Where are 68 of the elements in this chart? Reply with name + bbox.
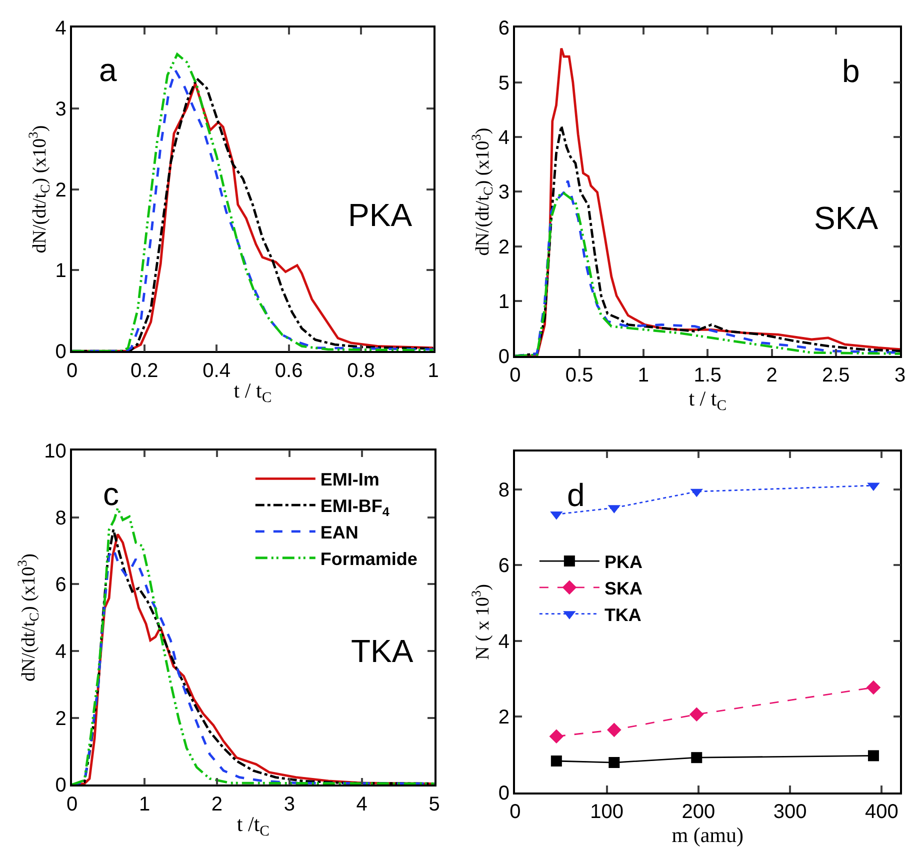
- point: [608, 757, 620, 768]
- x-tick-label: 1: [428, 360, 439, 382]
- y-tick-label: 0: [55, 341, 66, 364]
- y-tick-label: 8: [55, 507, 66, 530]
- x-tick-label: 2.5: [822, 364, 850, 387]
- y-tick-label: 0: [55, 774, 66, 797]
- y-tick-label: 6: [498, 18, 510, 40]
- text: a: [99, 52, 117, 88]
- x-tick-label: 0.8: [347, 360, 375, 382]
- legend-label: EAN: [320, 522, 358, 542]
- x-tick-label: 1: [638, 364, 650, 387]
- y-tick-label: 3: [55, 98, 66, 120]
- x-tick-label: 4: [356, 793, 368, 816]
- x-tick-label: 2: [211, 793, 223, 816]
- x-tick-label: 1: [138, 793, 150, 816]
- y-tick-label: 3: [498, 182, 510, 204]
- point: [866, 680, 881, 695]
- annotation: PKA: [348, 197, 413, 233]
- y-tick-label: 4: [498, 127, 510, 149]
- y-tick-label: 2: [55, 708, 66, 730]
- legend-label: SKA: [604, 578, 642, 598]
- point: [550, 756, 562, 766]
- point: [689, 707, 704, 722]
- y-tick-label: 5: [498, 72, 510, 94]
- x-tick-label: 200: [682, 801, 716, 824]
- legend-label: PKA: [604, 552, 642, 572]
- x-tick-label: 0.2: [130, 360, 158, 382]
- y-tick-label: 6: [55, 574, 66, 596]
- x-tick-label: 0.4: [202, 360, 230, 382]
- legend-label: TKA: [604, 604, 642, 625]
- legend-label: Formamide: [320, 548, 418, 569]
- legend-label: EMI-Im: [320, 470, 380, 490]
- point: [691, 752, 702, 764]
- x-tick-label: 0.6: [274, 360, 303, 382]
- x-tick-label: 1.5: [694, 364, 722, 387]
- x-tick-label: 3: [284, 793, 295, 816]
- y-tick-label: 4: [498, 630, 510, 653]
- y-tick-label: 2: [55, 179, 66, 202]
- x-tick-label: 400: [865, 801, 898, 824]
- annotation: SKA: [814, 200, 879, 236]
- y-tick-label: 0: [498, 346, 510, 368]
- y-tick-label: 1: [55, 260, 66, 282]
- y-tick-label: 10: [44, 440, 66, 462]
- y-tick-label: 2: [498, 236, 510, 258]
- x-tick-label: 3: [894, 364, 906, 387]
- point: [549, 729, 564, 744]
- x-axis-title: t /t$_{C}$: [236, 812, 270, 840]
- y-tick-label: 6: [498, 555, 510, 578]
- x-axis-title: t / t$_{C}$: [688, 386, 727, 414]
- text: c: [103, 476, 119, 512]
- text: d: [567, 477, 585, 513]
- y-tick-label: 8: [498, 479, 510, 502]
- point: [607, 722, 622, 738]
- legend-label: EMI-BF$_{4}$: [320, 496, 390, 519]
- x-tick-label: 2: [766, 364, 778, 387]
- x-tick-label: 0.5: [565, 364, 594, 387]
- x-tick-label: 100: [590, 801, 624, 824]
- y-tick-label: 4: [55, 640, 66, 663]
- y-tick-label: 1: [498, 291, 510, 314]
- x-tick-label: 300: [773, 801, 807, 824]
- x-tick-label: 5: [428, 793, 440, 816]
- y-tick-label: 2: [498, 706, 510, 729]
- point: [868, 750, 879, 762]
- text: b: [842, 53, 860, 89]
- y-tick-label: 4: [55, 18, 66, 40]
- annotation: TKA: [351, 633, 414, 669]
- x-axis-title: m (amu): [672, 823, 744, 848]
- x-axis-title: t / t$_{C}$: [234, 378, 272, 406]
